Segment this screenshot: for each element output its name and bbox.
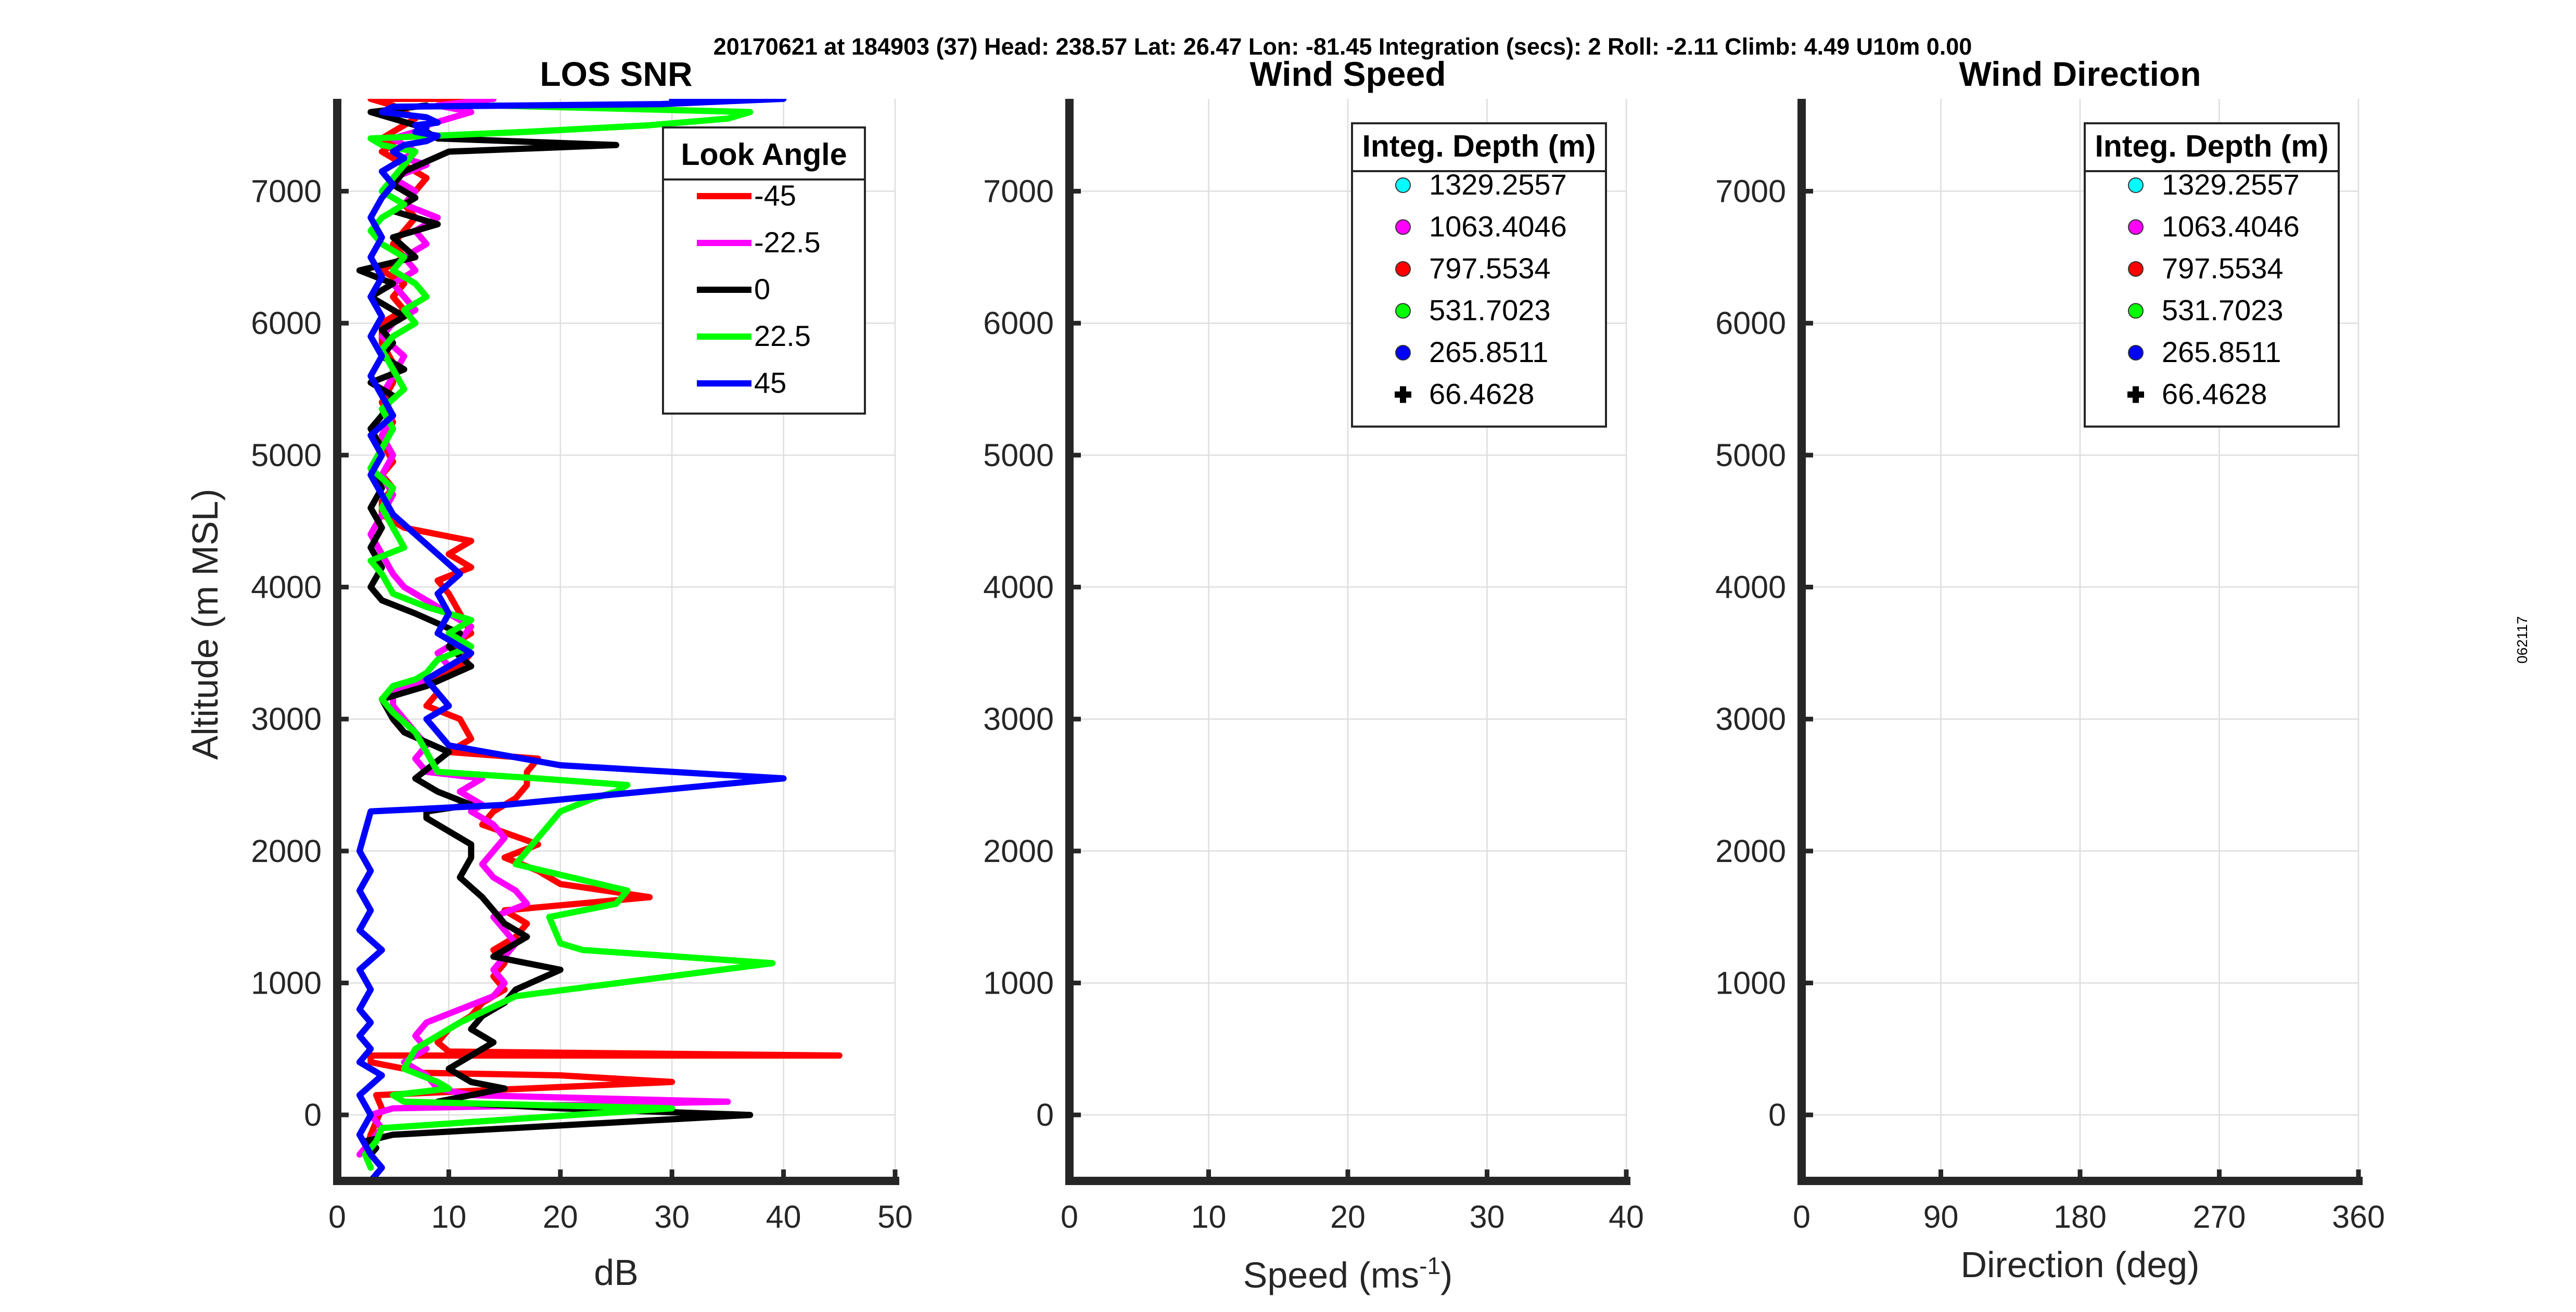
y-tick-label: 0 xyxy=(1768,1097,1786,1133)
wind-direction-panel: 0 90 180 270 360 0 1000 2000 3000 4000 5000 6000 700… xyxy=(1715,55,2385,1285)
legend-label: 1063.4046 xyxy=(1429,210,1567,243)
plot-area xyxy=(356,99,843,1181)
legend-label: 797.5534 xyxy=(2162,252,2284,285)
x-tick-label: 40 xyxy=(1609,1199,1644,1234)
legend-label: 1329.2557 xyxy=(1429,168,1567,201)
legend-label: 797.5534 xyxy=(1429,252,1551,285)
x-axis-label-superscript: -1 xyxy=(1419,1252,1440,1279)
x-axis-label-text: Direction (deg) xyxy=(1960,1244,2199,1285)
y-tick-label: 4000 xyxy=(1715,570,1786,605)
x-axis-label-text: dB xyxy=(594,1252,639,1293)
legend-label: 265.8511 xyxy=(1429,336,1548,368)
x-tick-label: 30 xyxy=(1470,1199,1505,1234)
legend: Look Angle -45 -22.5 0 22.5 45 xyxy=(662,126,866,415)
legend-label: 22.5 xyxy=(754,319,811,352)
x-tick-label: 20 xyxy=(543,1199,578,1234)
legend-label: -22.5 xyxy=(754,226,821,259)
series-line-22.5 xyxy=(362,102,776,1171)
y-tick-label: 2000 xyxy=(983,833,1054,869)
x-tick-label: 50 xyxy=(877,1199,913,1234)
y-tick-label: 6000 xyxy=(251,305,322,341)
x-tick-label: 0 xyxy=(1793,1199,1810,1234)
legend-box xyxy=(1351,122,1607,428)
legend-marker-1063.4046 xyxy=(2128,219,2144,235)
x-tick-label: 40 xyxy=(766,1199,801,1234)
legend-marker-1329.2557 xyxy=(1395,177,1411,193)
legend-title: Integ. Depth (m) xyxy=(2095,129,2328,163)
y-tick-label: 0 xyxy=(1036,1097,1054,1133)
side-stamp: 062117 xyxy=(2514,616,2530,663)
series-line-45 xyxy=(356,99,787,1181)
y-tick-label: 3000 xyxy=(251,701,322,737)
x-tick-label: 270 xyxy=(2193,1199,2246,1234)
legend-marker-797.5534 xyxy=(1395,261,1411,277)
x-axis-label-text: Speed (ms xyxy=(1243,1255,1419,1295)
legend: Integ. Depth (m) 1329.2557 1063.4046 797.55… xyxy=(1351,122,1607,428)
y-tick-label: 6000 xyxy=(983,305,1054,341)
y-tick-label: 7000 xyxy=(251,174,322,209)
x-tick-label: 0 xyxy=(328,1199,346,1234)
legend-title: Integ. Depth (m) xyxy=(1362,129,1596,163)
legend-box xyxy=(662,126,866,415)
legend-label: 531.7023 xyxy=(1429,294,1551,327)
x-tick-label: 0 xyxy=(1061,1199,1078,1234)
legend-box xyxy=(2084,122,2340,428)
x-axis-label: dB xyxy=(594,1252,639,1293)
y-tick-label: 5000 xyxy=(1715,438,1786,473)
y-tick-label: 7000 xyxy=(1715,174,1786,209)
x-tick-label: 180 xyxy=(2054,1199,2107,1234)
x-axis-label: Direction (deg) xyxy=(1960,1244,2199,1285)
x-tick-label: 10 xyxy=(431,1199,466,1234)
y-axis-label: Altitude (m MSL) xyxy=(185,488,225,760)
y-tick-label: 7000 xyxy=(983,174,1054,209)
y-tick-label: 4000 xyxy=(251,570,322,605)
legend-marker-1063.4046 xyxy=(1395,219,1411,235)
x-tick-label: 360 xyxy=(2332,1199,2385,1234)
panel-title: Wind Direction xyxy=(1959,55,2201,93)
legend-marker-265.8511 xyxy=(2128,345,2144,361)
legend-title: Look Angle xyxy=(681,137,847,172)
y-tick-label: 5000 xyxy=(983,438,1054,473)
legend-marker-797.5534 xyxy=(2128,261,2144,277)
y-tick-label: 3000 xyxy=(983,701,1054,737)
legend-label: 45 xyxy=(754,366,786,399)
legend-marker-531.7023 xyxy=(1395,303,1411,319)
y-tick-label: 1000 xyxy=(1715,966,1786,1001)
legend-marker-1329.2557 xyxy=(2128,177,2144,193)
x-tick-label: 20 xyxy=(1330,1199,1366,1234)
wind-speed-panel: 0 10 20 30 40 0 1000 2000 3000 4000 5000 6000 7000 Wi… xyxy=(983,55,1644,1295)
y-tick-label: 1000 xyxy=(251,966,322,1001)
los-snr-panel: 0 10 20 30 40 50 0 1000 2000 3000 4000 5000 6000 7000… xyxy=(185,55,913,1293)
legend-label: 265.8511 xyxy=(2162,336,2281,368)
legend-marker-265.8511 xyxy=(1395,345,1411,361)
legend-label: 531.7023 xyxy=(2162,294,2284,327)
y-tick-label: 0 xyxy=(304,1097,322,1133)
legend-label: 66.4628 xyxy=(2162,378,2267,410)
y-tick-label: 3000 xyxy=(1715,701,1786,737)
x-tick-label: 30 xyxy=(654,1199,690,1234)
legend-label: 1063.4046 xyxy=(2162,210,2300,243)
legend: Integ. Depth (m) 1329.2557 1063.4046 797.55… xyxy=(2084,122,2340,428)
figure-suptitle: 20170621 at 184903 (37) Head: 238.57 Lat… xyxy=(713,33,1972,60)
y-tick-label: 2000 xyxy=(251,833,322,869)
legend-label: 0 xyxy=(754,273,770,305)
legend-marker-531.7023 xyxy=(2128,303,2144,319)
x-tick-label: 10 xyxy=(1191,1199,1227,1234)
y-tick-label: 4000 xyxy=(983,570,1054,605)
legend-label: 66.4628 xyxy=(1429,378,1534,410)
x-axis-label-tail: ) xyxy=(1440,1255,1452,1295)
panel-title: LOS SNR xyxy=(540,55,692,93)
y-tick-label: 6000 xyxy=(1715,305,1786,341)
y-tick-label: 1000 xyxy=(983,966,1054,1001)
panel-title: Wind Speed xyxy=(1249,55,1446,93)
legend-label: -45 xyxy=(754,179,796,212)
y-tick-label: 2000 xyxy=(1715,833,1786,869)
legend-label: 1329.2557 xyxy=(2162,168,2300,201)
x-tick-label: 90 xyxy=(1923,1199,1959,1234)
y-tick-label: 5000 xyxy=(251,438,322,473)
x-axis-label: Speed (ms-1) xyxy=(1243,1252,1453,1295)
